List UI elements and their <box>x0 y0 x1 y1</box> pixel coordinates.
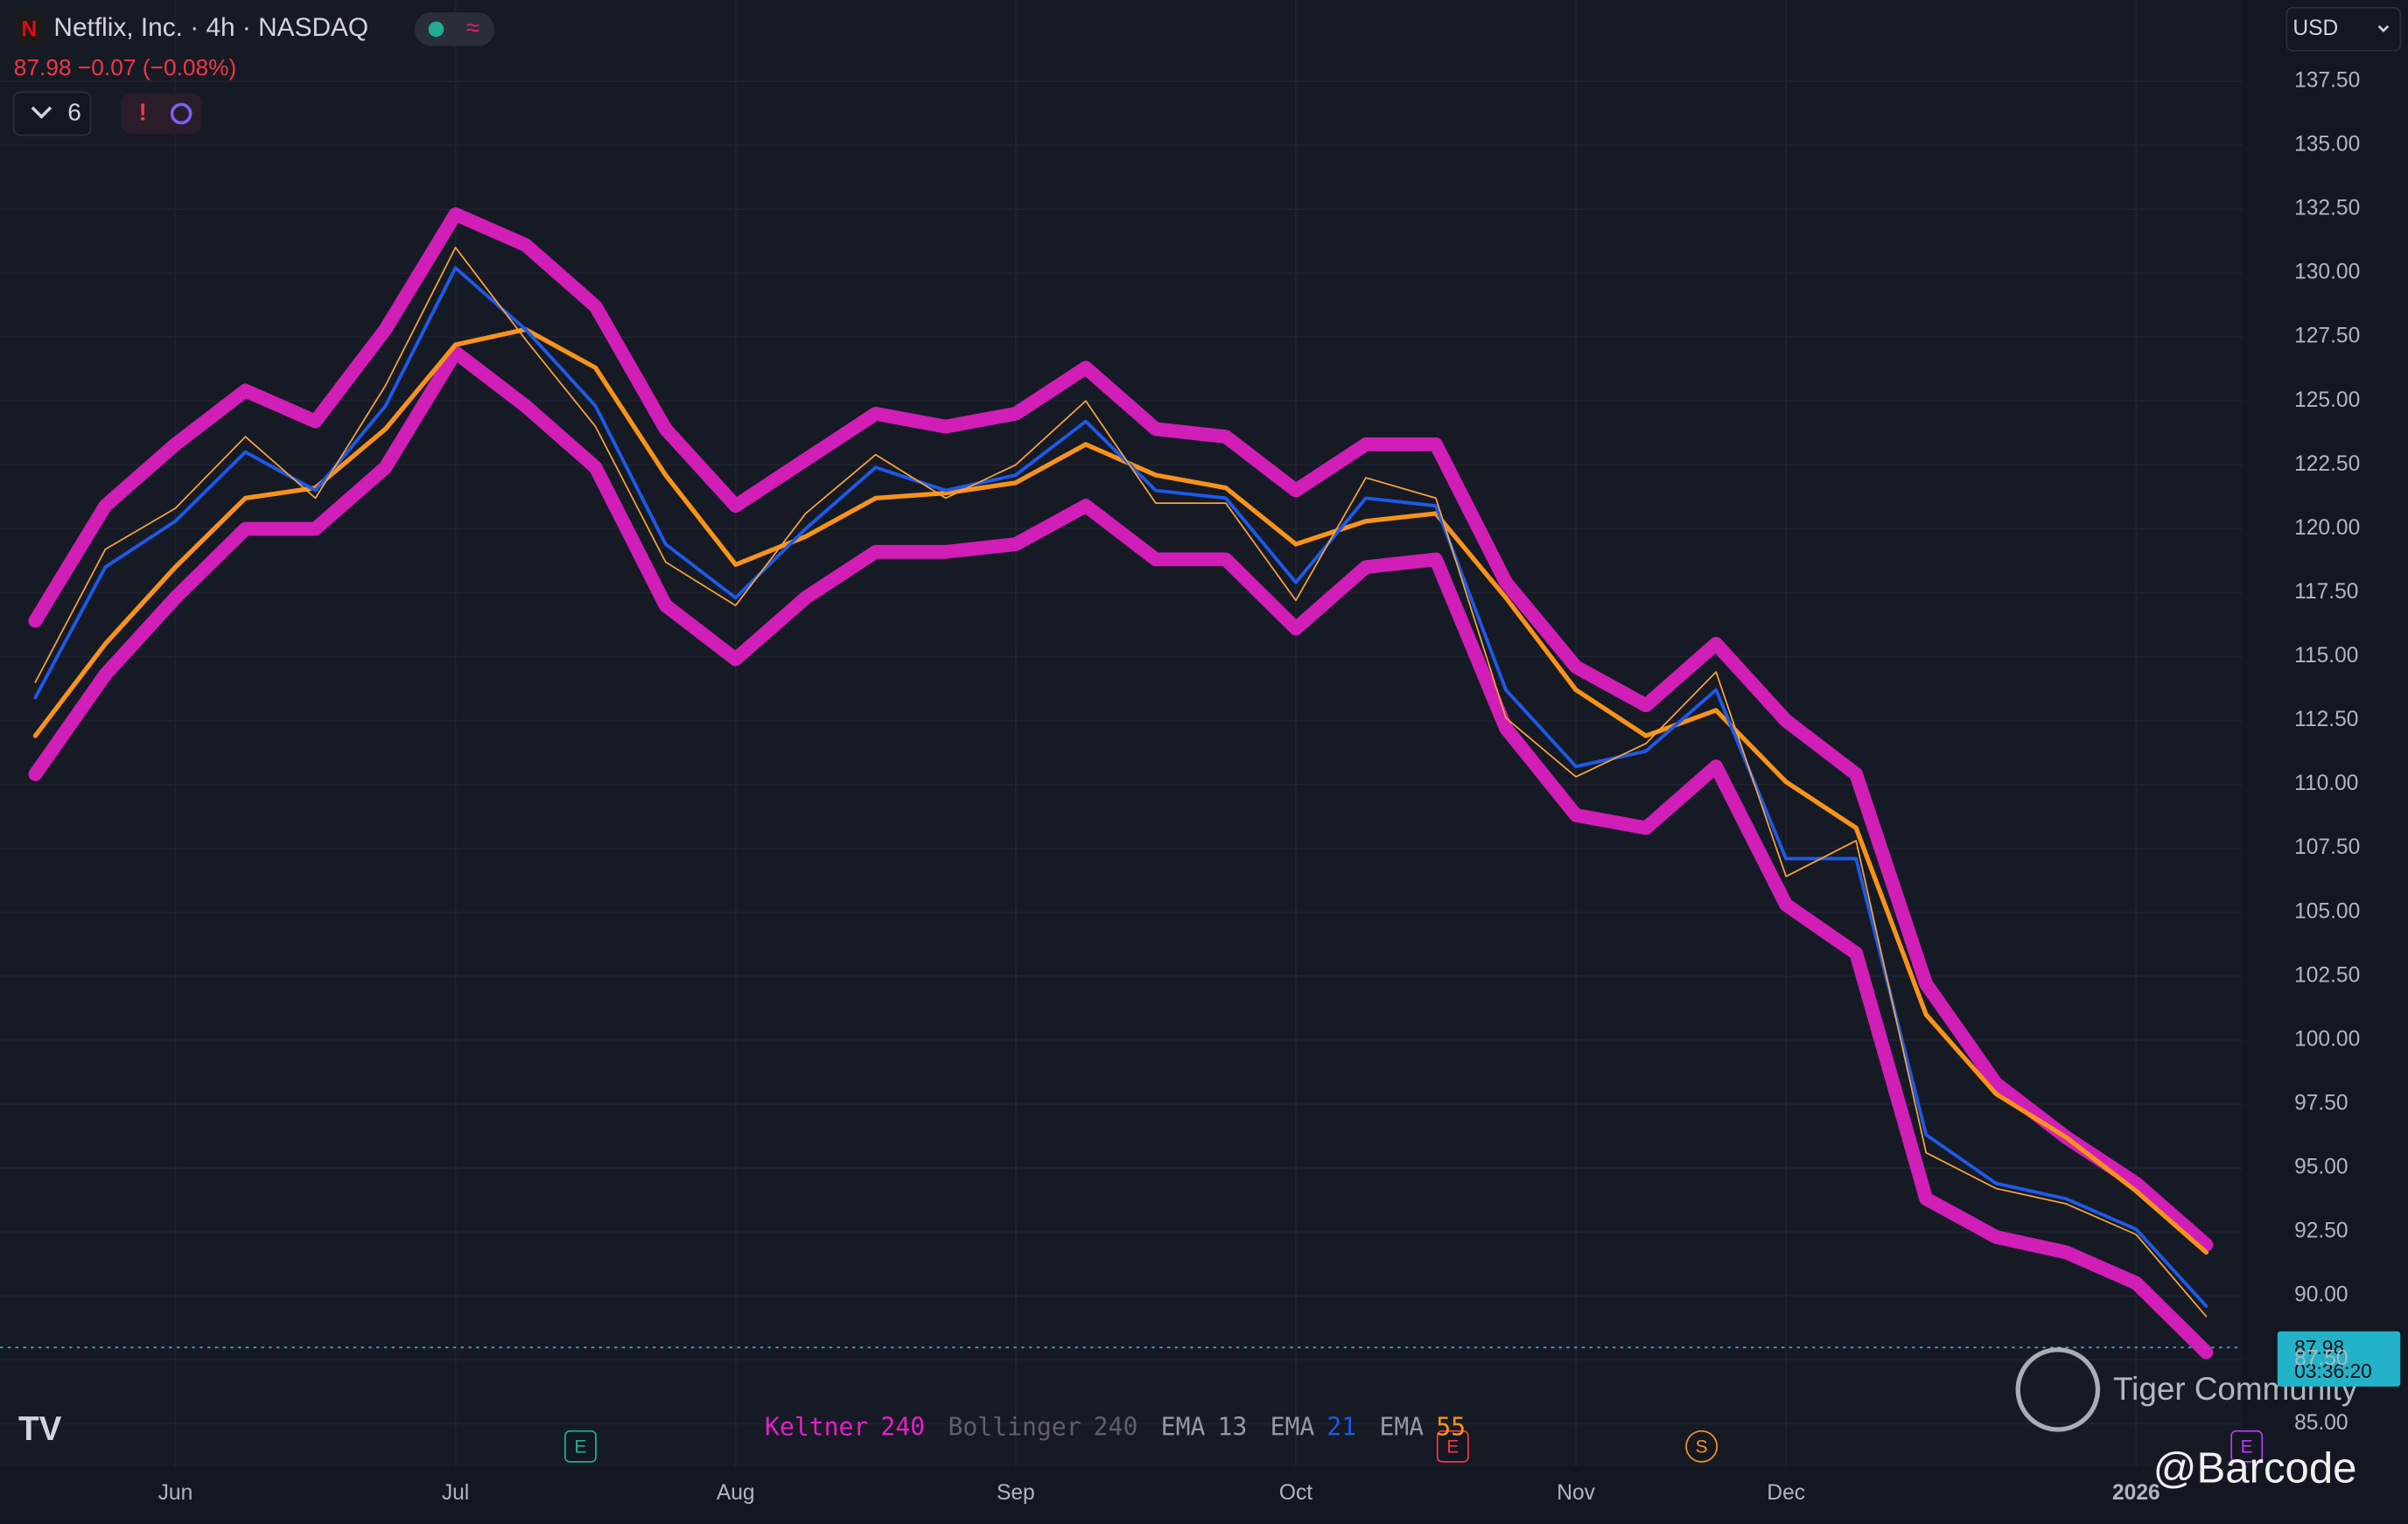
legend-name: EMA <box>1379 1412 1424 1441</box>
indicators-toggle[interactable] <box>12 91 92 136</box>
legend-name: Bollinger <box>948 1412 1081 1441</box>
countdown: 03:36:20 <box>2294 1360 2372 1382</box>
y-tick-label: 92.50 <box>2294 1220 2348 1243</box>
x-tick-label: Aug <box>717 1481 755 1505</box>
market-status <box>428 21 444 38</box>
logo <box>13 12 45 46</box>
y-tick-label: 95.00 <box>2294 1156 2348 1179</box>
watermark-logo <box>2015 1347 2101 1432</box>
y-tick-label: 117.50 <box>2294 580 2358 604</box>
legend-period: 240 <box>880 1412 925 1441</box>
x-tick-label: Jun <box>158 1481 193 1505</box>
y-tick-label: 112.50 <box>2294 708 2358 731</box>
y-tick-label: 127.50 <box>2294 325 2360 348</box>
legend-name: EMA <box>1161 1412 1206 1441</box>
y-tick-label: 100.00 <box>2294 1027 2360 1051</box>
series-line <box>32 326 2209 1255</box>
legend-period: 240 <box>1094 1412 1138 1441</box>
series-line <box>33 266 2208 1308</box>
earnings-badge[interactable] <box>1436 1430 1469 1463</box>
y-tick-label: 130.00 <box>2294 261 2360 284</box>
x-tick-label: Jul <box>442 1481 469 1505</box>
x-tick-label: Dec <box>1767 1481 1805 1505</box>
y-tick-label: 107.50 <box>2294 835 2360 859</box>
event-label: S <box>1696 1437 1708 1458</box>
y-tick-label: 135.00 <box>2294 133 2360 157</box>
quote: 87.98 −0.07 (−0.08%) <box>14 54 237 80</box>
event-label: E <box>574 1437 586 1458</box>
legend-name: Keltner <box>765 1412 868 1441</box>
legend-period: 21 <box>1326 1412 1356 1441</box>
y-tick-label: 97.50 <box>2294 1092 2348 1115</box>
x-tick-label: 2026 <box>2112 1481 2160 1505</box>
warning-icon: ! <box>139 98 147 125</box>
currency-select[interactable] <box>2286 6 2402 52</box>
event-label: E <box>1446 1437 1459 1458</box>
tv-logo: TV <box>18 1410 62 1448</box>
x-tick-label: Sep <box>997 1481 1035 1505</box>
currency: USD <box>2292 17 2338 40</box>
series-line <box>34 247 2208 1318</box>
x-tick-label: Oct <box>1279 1481 1312 1505</box>
y-tick-label: 120.00 <box>2294 516 2360 540</box>
legend-period: 55 <box>1436 1412 1466 1441</box>
y-tick-label: 125.00 <box>2294 388 2360 412</box>
x-tick-label: Nov <box>1557 1481 1595 1505</box>
legend-name: EMA <box>1270 1412 1315 1441</box>
event-label: E <box>2241 1437 2253 1458</box>
split-badge[interactable] <box>1685 1430 1718 1463</box>
y-tick-label: 115.00 <box>2294 644 2358 668</box>
y-tick-label: 90.00 <box>2294 1283 2348 1307</box>
time-axis <box>0 1466 2408 1524</box>
price-axis <box>2242 0 2408 1524</box>
refresh-icon <box>170 102 192 125</box>
y-tick-label: 87.50 <box>2294 1347 2348 1371</box>
series-line <box>28 345 2214 1360</box>
chevron <box>31 106 52 119</box>
chevron <box>2377 24 2390 32</box>
symbol-title: Netflix, Inc. · 4h · NASDAQ <box>53 13 368 42</box>
data-status: ≈ <box>466 14 480 41</box>
legend: Keltner 240 Bollinger 240 EMA 13 EMA 21 EMA 55 <box>765 1412 1466 1441</box>
last-price-label: 87.98 <box>2294 1336 2344 1359</box>
last-price-tag <box>2277 1331 2401 1387</box>
series-line <box>28 206 2214 1252</box>
event-badges: E E S E <box>564 1430 2264 1463</box>
earnings-badge[interactable] <box>564 1430 597 1463</box>
logo-letter: N <box>21 18 37 42</box>
y-tick-label: 132.50 <box>2294 197 2360 220</box>
status-pill[interactable] <box>414 12 495 46</box>
watermark: @Barcode <box>2153 1444 2357 1492</box>
y-tick-label: 137.50 <box>2294 68 2360 92</box>
y-tick-label: 85.00 <box>2294 1411 2348 1435</box>
y-tick-label: 110.00 <box>2294 772 2358 795</box>
legend-period: 13 <box>1217 1412 1247 1441</box>
indicator-count: 6 <box>67 98 81 125</box>
y-tick-label: 102.50 <box>2294 963 2360 987</box>
y-tick-label: 105.00 <box>2294 899 2360 923</box>
y-tick-label: 122.50 <box>2294 452 2360 476</box>
earnings-badge[interactable] <box>2230 1430 2264 1463</box>
plot-area <box>0 0 2243 1467</box>
